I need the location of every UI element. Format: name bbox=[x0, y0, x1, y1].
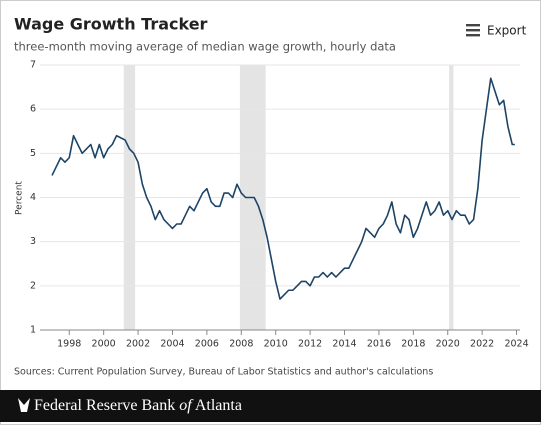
x-tick-label: 2008 bbox=[229, 339, 253, 350]
export-label[interactable]: Export bbox=[487, 24, 527, 38]
menu-icon bbox=[466, 29, 480, 32]
x-tick-label: 2012 bbox=[298, 339, 322, 350]
data-line bbox=[51, 77, 515, 300]
y-tick-label: 5 bbox=[30, 148, 36, 159]
chart-title: Wage Growth Tracker bbox=[14, 15, 208, 34]
menu-icon bbox=[466, 24, 480, 27]
footer-name: Federal Reserve Bank of Atlanta bbox=[34, 397, 242, 414]
export-button[interactable]: Export bbox=[466, 24, 527, 38]
x-tick-label: 2022 bbox=[470, 339, 494, 350]
y-tick-label: 2 bbox=[30, 280, 36, 291]
source-note: Sources: Current Population Survey, Bure… bbox=[14, 367, 433, 378]
y-tick-label: 6 bbox=[30, 104, 36, 115]
logo bbox=[18, 398, 30, 412]
x-tick-label: 2002 bbox=[126, 339, 150, 350]
eagle-icon bbox=[18, 398, 30, 412]
y-axis-label: Percent bbox=[15, 181, 25, 215]
y-tick-label: 3 bbox=[30, 236, 36, 247]
y-tick-label: 7 bbox=[30, 60, 36, 71]
x-tick-label: 2000 bbox=[92, 339, 116, 350]
chart-subtitle: three-month moving average of median wag… bbox=[14, 40, 396, 54]
footer-name-of: of bbox=[179, 397, 194, 414]
footer-name-end: Atlanta bbox=[195, 397, 242, 414]
menu-icon bbox=[466, 34, 480, 37]
y-tick-label: 4 bbox=[30, 192, 36, 203]
x-tick-label: 2010 bbox=[264, 339, 288, 350]
x-tick-label: 2024 bbox=[504, 339, 528, 350]
x-tick-label: 2018 bbox=[401, 339, 425, 350]
plot-area: 1 2 3 4 5 6 7 1998 2000 2002 2004 2006 2008 2010 2012 2… bbox=[30, 60, 529, 350]
x-tick-label: 2014 bbox=[332, 339, 356, 350]
x-tick-label: 2006 bbox=[195, 339, 219, 350]
x-tick-label: 1998 bbox=[57, 339, 81, 350]
footer-name-start: Federal Reserve Bank bbox=[34, 397, 175, 414]
footer-bar bbox=[0, 390, 541, 422]
x-tick-label: 2016 bbox=[367, 339, 391, 350]
x-tick-label: 2004 bbox=[160, 339, 184, 350]
x-tick-label: 2020 bbox=[436, 339, 460, 350]
y-tick-label: 1 bbox=[30, 325, 36, 336]
